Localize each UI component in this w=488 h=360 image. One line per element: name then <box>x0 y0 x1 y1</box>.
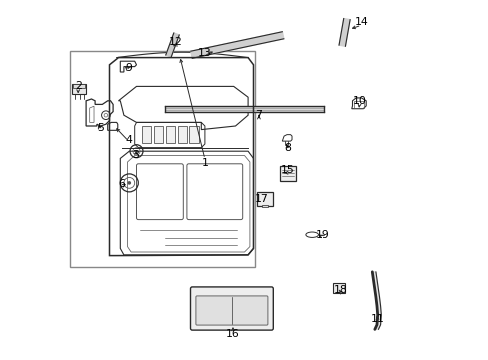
Text: 18: 18 <box>333 285 347 295</box>
Text: 10: 10 <box>352 96 366 106</box>
Text: 12: 12 <box>169 37 183 48</box>
FancyBboxPatch shape <box>279 166 296 181</box>
Text: 1: 1 <box>201 158 208 168</box>
Text: 14: 14 <box>354 17 367 27</box>
Bar <box>261 205 268 207</box>
Text: 9: 9 <box>125 63 132 73</box>
Text: 13: 13 <box>197 48 211 58</box>
Polygon shape <box>190 32 283 58</box>
Polygon shape <box>338 19 349 46</box>
Polygon shape <box>165 33 179 57</box>
Text: 5: 5 <box>97 123 104 133</box>
Text: 6: 6 <box>119 179 125 189</box>
Bar <box>72 84 86 94</box>
Text: 16: 16 <box>225 329 240 339</box>
Text: 17: 17 <box>254 194 268 204</box>
Text: 15: 15 <box>280 165 294 175</box>
Circle shape <box>127 181 131 185</box>
Circle shape <box>135 150 137 152</box>
Text: 3: 3 <box>132 150 139 160</box>
Bar <box>142 126 151 143</box>
Bar <box>153 126 163 143</box>
Bar <box>70 51 254 267</box>
FancyBboxPatch shape <box>257 192 273 206</box>
FancyBboxPatch shape <box>196 296 267 325</box>
Bar <box>353 101 364 108</box>
Polygon shape <box>164 106 323 112</box>
Text: 4: 4 <box>125 135 132 145</box>
Text: 7: 7 <box>255 110 262 120</box>
Text: 2: 2 <box>75 81 81 91</box>
Bar <box>73 84 85 88</box>
FancyBboxPatch shape <box>190 287 273 330</box>
FancyBboxPatch shape <box>332 283 344 293</box>
Bar <box>189 126 199 143</box>
Bar <box>177 126 186 143</box>
Text: 8: 8 <box>284 143 290 153</box>
Text: 11: 11 <box>370 314 384 324</box>
Polygon shape <box>371 272 381 329</box>
Text: 19: 19 <box>315 230 329 240</box>
Bar <box>165 126 175 143</box>
